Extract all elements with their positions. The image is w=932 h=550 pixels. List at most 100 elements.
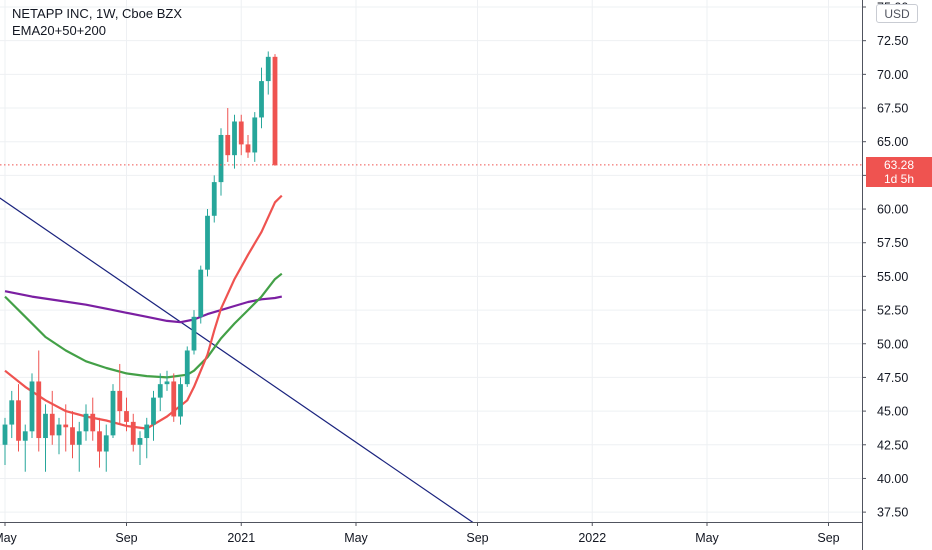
- y-tick-label: 45.00: [877, 405, 908, 419]
- candle[interactable]: [252, 112, 258, 162]
- candle[interactable]: [117, 363, 123, 425]
- candle[interactable]: [232, 114, 237, 169]
- candle-body: [36, 381, 42, 439]
- candle-body: [238, 121, 244, 145]
- ema-50-line: [4, 272, 283, 379]
- candle[interactable]: [76, 421, 82, 472]
- grid: [0, 0, 862, 522]
- candle[interactable]: [198, 265, 204, 324]
- candle[interactable]: [9, 390, 15, 439]
- candle-body: [205, 215, 210, 270]
- candle-body: [83, 413, 89, 432]
- candle-body: [252, 117, 258, 153]
- candle[interactable]: [184, 346, 190, 387]
- candle[interactable]: [245, 134, 251, 158]
- candle-body: [191, 316, 197, 351]
- candle-body: [151, 397, 156, 425]
- candle-body: [2, 424, 8, 445]
- candle[interactable]: [43, 404, 48, 472]
- candle-body: [63, 424, 69, 428]
- indicator-label[interactable]: EMA20+50+200: [12, 23, 106, 38]
- y-tick-label: 60.00: [877, 203, 908, 217]
- candle[interactable]: [63, 404, 69, 452]
- candle[interactable]: [130, 413, 136, 452]
- x-tick-label: May: [695, 531, 719, 545]
- candle-body: [157, 384, 163, 398]
- candle[interactable]: [151, 390, 156, 441]
- x-tick-label: Sep: [466, 531, 488, 545]
- candle-body: [117, 390, 123, 412]
- x-tick-label: May: [0, 531, 18, 545]
- candle[interactable]: [22, 424, 28, 472]
- candle-body: [265, 56, 271, 82]
- candle[interactable]: [97, 417, 102, 468]
- candle[interactable]: [49, 390, 55, 445]
- candle-body: [272, 56, 278, 165]
- candle-body: [198, 269, 204, 317]
- candle-body: [76, 431, 82, 445]
- y-tick-label: 50.00: [877, 337, 908, 351]
- x-tick-label: Sep: [115, 531, 137, 545]
- x-tick-label: Sep: [817, 531, 839, 545]
- candle[interactable]: [205, 209, 210, 277]
- candle-body: [164, 381, 170, 385]
- candle[interactable]: [265, 51, 271, 95]
- candle[interactable]: [259, 67, 264, 129]
- y-tick-label: 40.00: [877, 472, 908, 486]
- candle-body: [259, 81, 264, 118]
- candle[interactable]: [103, 424, 109, 472]
- candle-body: [103, 435, 109, 452]
- y-tick-label: 72.50: [877, 34, 908, 48]
- candle[interactable]: [124, 397, 129, 432]
- candle[interactable]: [83, 404, 89, 441]
- y-tick-label: 65.00: [877, 135, 908, 149]
- candle[interactable]: [16, 384, 21, 452]
- candle[interactable]: [29, 373, 35, 439]
- candle-body: [29, 381, 35, 432]
- candles-layer: [2, 51, 278, 472]
- candle-body: [171, 381, 177, 417]
- candle[interactable]: [157, 373, 163, 412]
- candle-body: [9, 400, 15, 425]
- trendline-layer: [0, 197, 474, 522]
- candle[interactable]: [56, 417, 62, 455]
- candle[interactable]: [2, 417, 8, 465]
- candle-body: [232, 121, 237, 156]
- candle[interactable]: [90, 397, 96, 441]
- last-price-value: 63.28: [883, 158, 915, 172]
- trendline: [0, 197, 474, 522]
- x-tick-label: May: [344, 531, 368, 545]
- candle[interactable]: [110, 384, 116, 439]
- candle[interactable]: [211, 175, 217, 223]
- candle[interactable]: [272, 54, 278, 166]
- candle[interactable]: [137, 431, 143, 465]
- candle[interactable]: [171, 373, 177, 422]
- x-tick-label: 2022: [578, 531, 606, 545]
- candle-body: [56, 424, 62, 436]
- x-tick-label: 2021: [227, 531, 255, 545]
- candle[interactable]: [225, 108, 231, 162]
- candle[interactable]: [178, 377, 183, 425]
- y-tick-label: 70.00: [877, 68, 908, 82]
- candle[interactable]: [238, 114, 244, 156]
- axes-layer: 37.50 40.00 42.50 45.00 47.50 50.00 52.50 55.00…: [0, 0, 908, 550]
- candle-body: [225, 134, 231, 156]
- candle[interactable]: [70, 411, 75, 459]
- candle-body: [97, 431, 102, 452]
- y-tick-label: 57.50: [877, 236, 908, 250]
- candle-body: [218, 134, 224, 183]
- candle[interactable]: [218, 128, 224, 196]
- candle[interactable]: [36, 350, 42, 452]
- candle[interactable]: [164, 370, 170, 391]
- candle-body: [245, 144, 251, 153]
- y-tick-label: 42.50: [877, 438, 908, 452]
- candle-body: [43, 413, 48, 439]
- bar-countdown: 1d 5h: [883, 172, 915, 186]
- candle-body: [16, 400, 21, 441]
- candle[interactable]: [191, 310, 197, 355]
- currency-button[interactable]: USD: [876, 4, 918, 23]
- candle[interactable]: [144, 417, 150, 459]
- candle-body: [184, 350, 190, 385]
